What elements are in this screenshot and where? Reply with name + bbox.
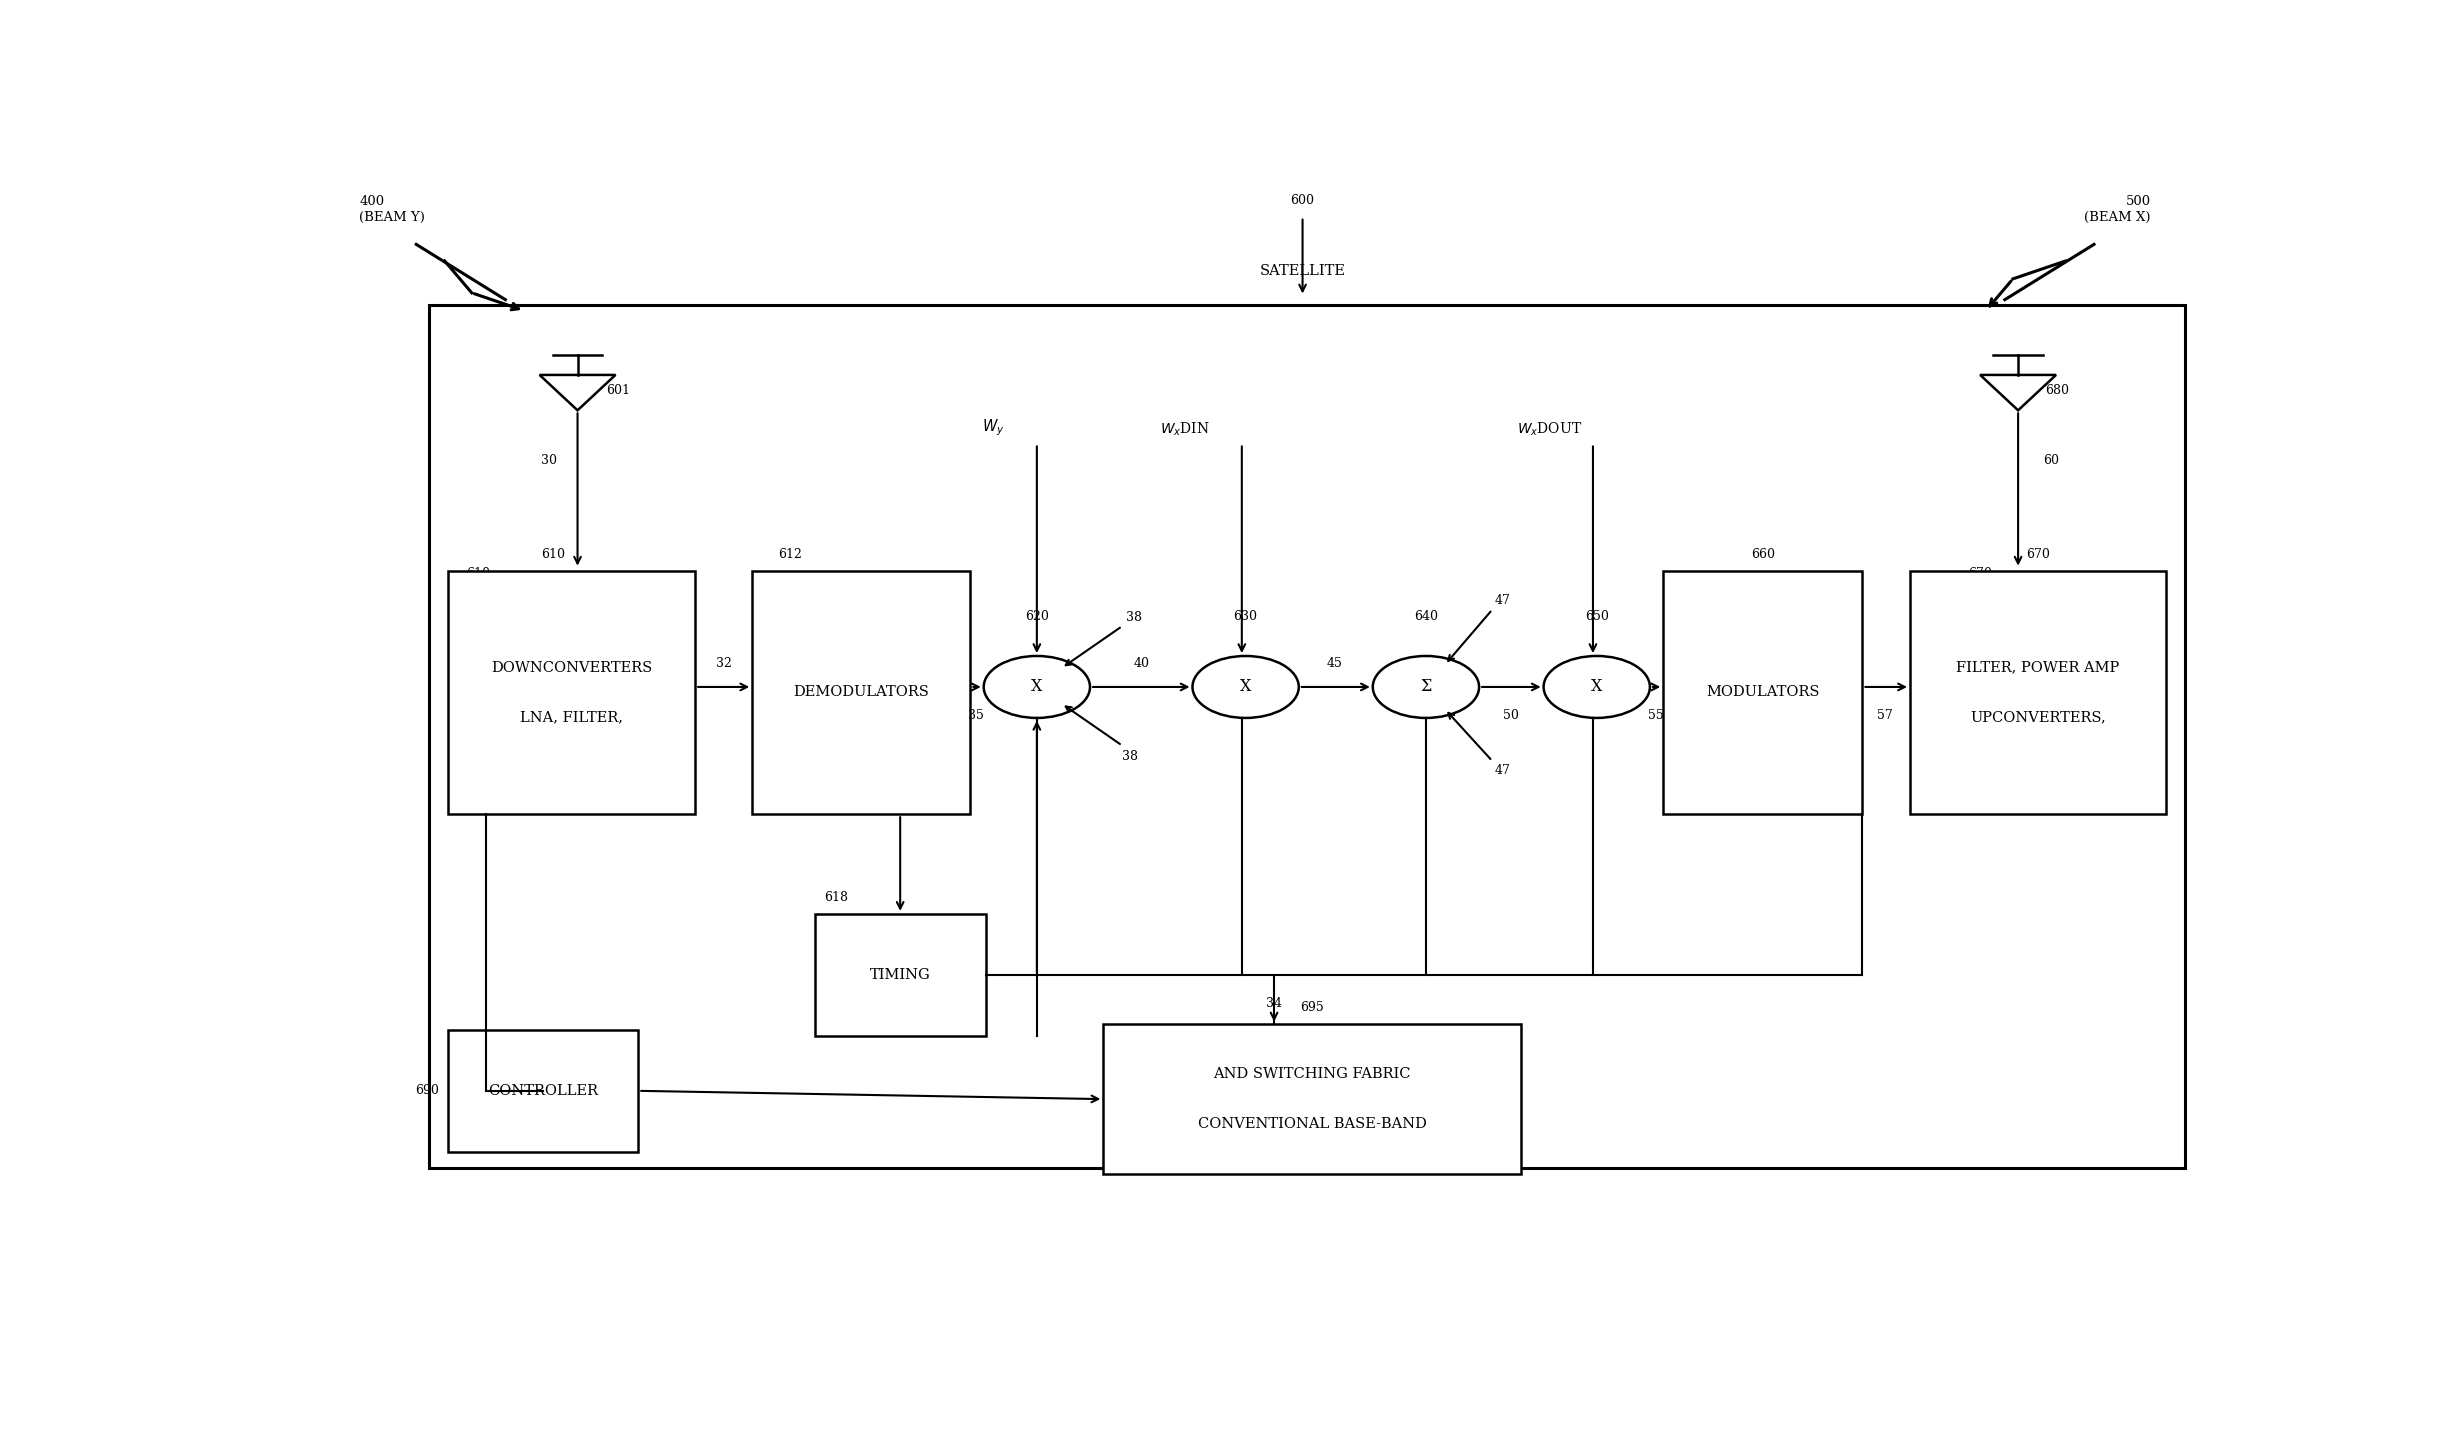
Text: FILTER, POWER AMP: FILTER, POWER AMP <box>1957 661 2121 674</box>
FancyBboxPatch shape <box>816 914 984 1036</box>
Text: 30: 30 <box>541 454 556 467</box>
Text: Σ: Σ <box>1420 678 1433 696</box>
Text: 612: 612 <box>779 547 801 560</box>
Text: 640: 640 <box>1413 609 1438 622</box>
Text: 38: 38 <box>1127 611 1141 624</box>
Text: X: X <box>1031 678 1043 696</box>
Text: 690: 690 <box>416 1085 438 1098</box>
Text: $W_x$DIN: $W_x$DIN <box>1161 421 1210 438</box>
Text: 400
(BEAM Y): 400 (BEAM Y) <box>360 194 426 224</box>
Text: 620: 620 <box>1026 609 1048 622</box>
Text: AND SWITCHING FABRIC: AND SWITCHING FABRIC <box>1212 1068 1411 1081</box>
Text: 630: 630 <box>1234 609 1259 622</box>
Text: 650: 650 <box>1585 609 1609 622</box>
Text: DOWNCONVERTERS: DOWNCONVERTERS <box>492 661 651 674</box>
Text: $W_x$DOUT: $W_x$DOUT <box>1516 421 1582 438</box>
Text: 610: 610 <box>465 568 490 581</box>
Text: TIMING: TIMING <box>869 967 931 981</box>
FancyBboxPatch shape <box>448 1030 639 1151</box>
Text: 500
(BEAM X): 500 (BEAM X) <box>2084 194 2150 224</box>
Text: UPCONVERTERS,: UPCONVERTERS, <box>1969 710 2106 724</box>
Text: 50: 50 <box>1504 708 1518 721</box>
Text: 47: 47 <box>1494 595 1511 608</box>
Text: 680: 680 <box>2045 384 2069 397</box>
Text: 670: 670 <box>2025 547 2050 560</box>
Text: 610: 610 <box>541 547 566 560</box>
FancyBboxPatch shape <box>1102 1025 1521 1174</box>
Text: MODULATORS: MODULATORS <box>1707 685 1820 700</box>
Text: 57: 57 <box>1878 708 1893 721</box>
Text: LNA, FILTER,: LNA, FILTER, <box>519 710 624 724</box>
Text: 695: 695 <box>1300 1002 1325 1015</box>
Text: 38: 38 <box>1122 750 1139 763</box>
Text: DEMODULATORS: DEMODULATORS <box>793 685 928 700</box>
Text: CONVENTIONAL BASE-BAND: CONVENTIONAL BASE-BAND <box>1198 1117 1425 1131</box>
Text: 670: 670 <box>1967 568 1991 581</box>
Text: 600: 600 <box>1291 194 1315 207</box>
Text: 32: 32 <box>715 657 732 670</box>
Text: 660: 660 <box>1751 547 1776 560</box>
Text: 40: 40 <box>1134 657 1149 670</box>
Text: 34: 34 <box>1266 997 1283 1010</box>
FancyBboxPatch shape <box>752 570 970 815</box>
Text: 47: 47 <box>1494 764 1511 777</box>
FancyBboxPatch shape <box>1663 570 1861 815</box>
FancyBboxPatch shape <box>429 305 2185 1168</box>
Text: X: X <box>1592 678 1602 696</box>
Text: 618: 618 <box>825 891 847 904</box>
Text: 601: 601 <box>605 384 629 397</box>
Text: CONTROLLER: CONTROLLER <box>487 1083 598 1098</box>
Text: X: X <box>1239 678 1251 696</box>
Text: 35: 35 <box>967 708 984 721</box>
Text: 60: 60 <box>2042 454 2060 467</box>
Text: $W_y$: $W_y$ <box>982 417 1004 438</box>
Text: 55: 55 <box>1648 708 1663 721</box>
Text: SATELLITE: SATELLITE <box>1259 263 1345 277</box>
FancyBboxPatch shape <box>448 570 696 815</box>
FancyBboxPatch shape <box>1910 570 2167 815</box>
Text: 45: 45 <box>1327 657 1342 670</box>
